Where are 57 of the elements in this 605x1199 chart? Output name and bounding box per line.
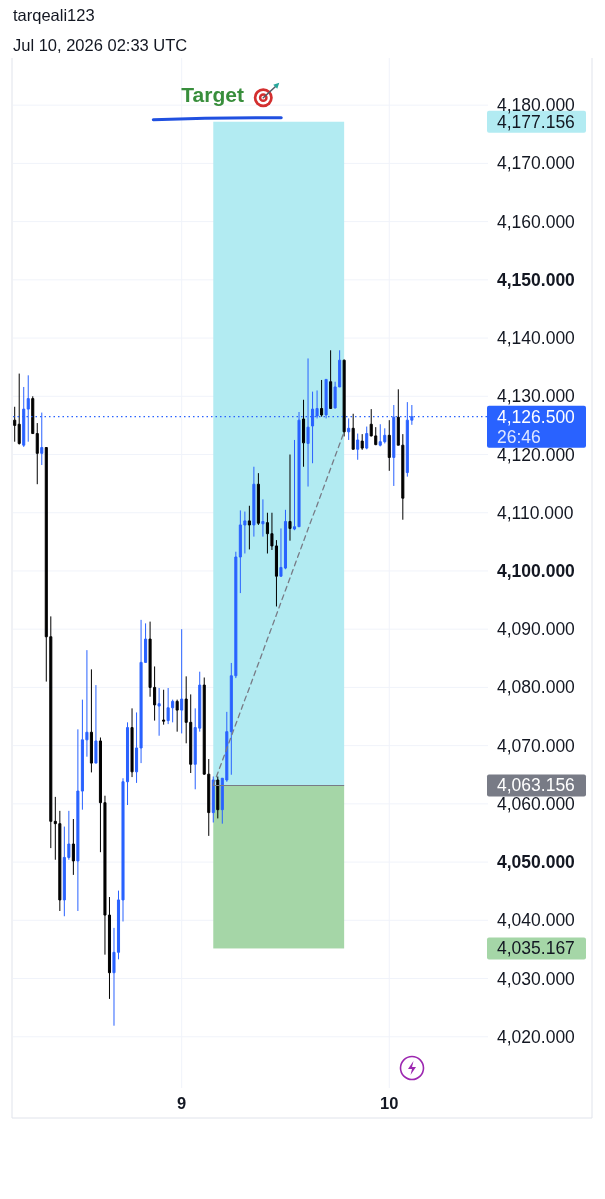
candlestick [35, 422, 39, 485]
y-tick-label: 4,160.000 [497, 211, 576, 232]
candlestick [71, 818, 75, 876]
candlestick [302, 399, 306, 468]
x-tick-label: 10 [380, 1094, 399, 1112]
candlestick [157, 687, 161, 737]
candlestick [288, 454, 292, 542]
candlestick [211, 776, 215, 823]
candlestick [378, 423, 382, 447]
candlestick [256, 472, 260, 526]
y-tick-label: 4,130.000 [497, 386, 576, 407]
candlestick [166, 687, 170, 725]
y-tick-label: 4,120.000 [497, 444, 576, 465]
y-tick-label: 4,170.000 [497, 153, 576, 174]
candlestick [329, 349, 333, 410]
candlestick [247, 505, 251, 550]
chart-title: tarqeali123 [13, 6, 95, 24]
y-tick-label: 4,150.000 [497, 269, 576, 290]
candlestick [383, 427, 387, 444]
candlestick [13, 406, 17, 443]
candlestick [252, 466, 256, 538]
chart-subtitle: Jul 10, 2026 02:33 UTC [13, 36, 188, 54]
y-tick-label: 4,180.000 [497, 95, 576, 116]
y-tick-label: 4,035.167 [497, 938, 575, 959]
candlestick [216, 776, 220, 819]
candlestick [180, 628, 184, 734]
candlestick [261, 498, 265, 538]
annotation: Target [181, 82, 244, 106]
candlestick [360, 433, 364, 451]
candlestick [320, 379, 324, 418]
candlestick [89, 668, 93, 773]
candlestick [365, 426, 369, 450]
y-tick-label: 4,140.000 [497, 328, 576, 349]
candlestick [342, 359, 346, 437]
candlestick [17, 373, 21, 446]
candlestick [175, 699, 179, 733]
candlestick [31, 395, 35, 435]
ref-line-label: 4,126.500 26:46 [497, 406, 576, 447]
x-tick-label: 9 [177, 1094, 187, 1112]
y-tick-label: 4,070.000 [497, 735, 576, 756]
y-tick-label: 4,060.000 [497, 793, 576, 814]
y-tick-label: 4,063.156 [497, 775, 575, 796]
candlestick [130, 707, 134, 778]
y-tick-label: 4,040.000 [497, 910, 576, 931]
candlestick [351, 413, 355, 450]
y-tick-label: 4,090.000 [497, 619, 576, 640]
candlestick [162, 689, 166, 726]
y-tick-label: 4,080.000 [497, 677, 576, 698]
y-tick-label: 4,020.000 [497, 1026, 576, 1047]
y-tick-label: 4,050.000 [497, 852, 576, 873]
candlestick [387, 419, 391, 472]
candlestick [347, 417, 351, 441]
candlestick [94, 684, 98, 764]
y-tick-label: 4,110.000 [497, 502, 574, 523]
y-tick-label: 4,100.000 [497, 560, 576, 581]
candlestick [356, 433, 360, 461]
y-tick-label: 4,030.000 [497, 968, 576, 989]
